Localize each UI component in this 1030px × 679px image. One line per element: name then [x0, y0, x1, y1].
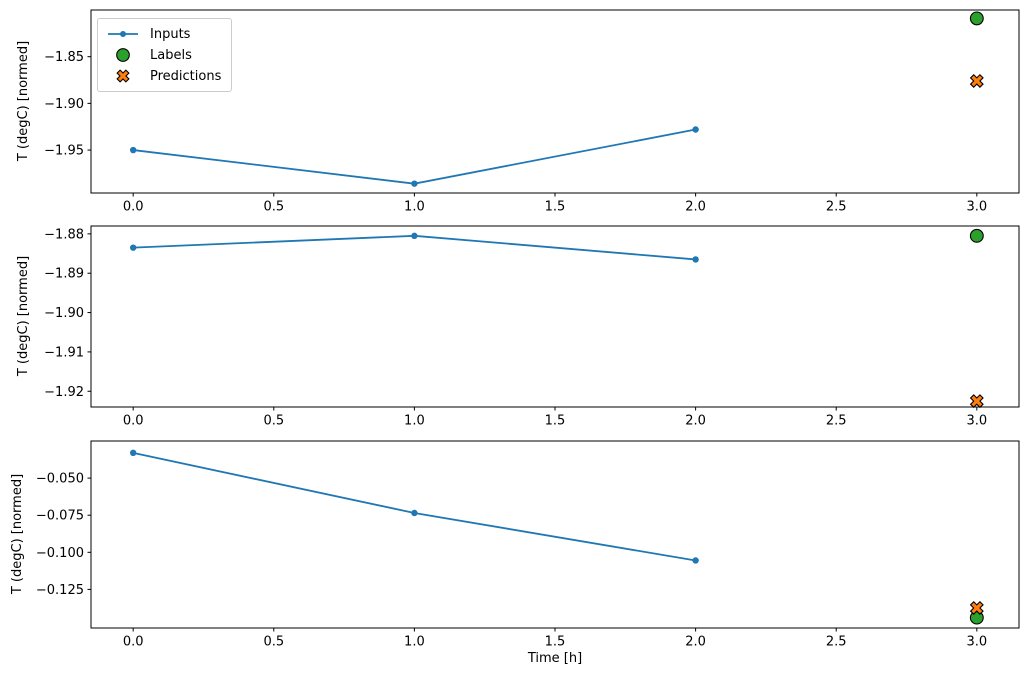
x-tick-label: 1.0 — [404, 635, 425, 650]
predictions-point-marker — [969, 394, 984, 409]
x-tick-label: 2.5 — [826, 200, 847, 215]
y-axis-label-top: T (degC) [normed] — [16, 40, 31, 162]
x-tick-label: 3.0 — [966, 414, 987, 429]
subplot-2: 0.0 0.5 1.0 1.5 2.0 2.5 3.0 −1.88 −1.89 −1.90 −1.9… — [44, 225, 1020, 429]
x-tick-label: 0.5 — [263, 414, 284, 429]
x-tick-label: 2.0 — [685, 635, 706, 650]
labels-point-marker — [969, 228, 984, 243]
x-tick-label: 2.5 — [826, 635, 847, 650]
x-tick-label: 1.5 — [545, 200, 566, 215]
legend-label-predictions: Predictions — [150, 68, 222, 84]
inputs-point-marker — [129, 146, 137, 154]
inputs-point-marker — [129, 449, 137, 457]
labels-point-marker — [969, 11, 984, 26]
y-tick-label: −1.88 — [44, 227, 84, 242]
x-tick-label: 1.0 — [404, 200, 425, 215]
legend-label-inputs: Inputs — [150, 26, 191, 42]
inputs-point-marker — [692, 256, 699, 263]
legend-row-predictions: Predictions — [106, 66, 221, 86]
y-tick-label: −1.90 — [44, 97, 84, 112]
legend-label-labels: Labels — [150, 47, 192, 63]
x-tick-label: 1.5 — [545, 414, 566, 429]
x-tick-label: 2.0 — [685, 200, 706, 215]
circle-icon — [106, 47, 140, 63]
inputs-line — [133, 234, 696, 261]
x-tick-label: 1.0 — [404, 414, 425, 429]
x-tick-label: 2.5 — [826, 414, 847, 429]
x-tick-label: 3.0 — [966, 200, 987, 215]
inputs-point-marker — [692, 557, 699, 564]
x-tick-label: 3.0 — [966, 635, 987, 650]
y-tick-label: −1.91 — [44, 345, 84, 360]
x-tick-label: 2.0 — [685, 414, 706, 429]
predictions-point-marker — [969, 600, 984, 615]
legend: Inputs Labels Predictions — [97, 18, 233, 92]
x-tick-label: 1.5 — [545, 635, 566, 650]
y-tick-label: −1.90 — [44, 306, 84, 321]
line-dot-icon — [106, 27, 140, 41]
y-tick-label: −1.89 — [44, 267, 84, 282]
x-tick-label: 0.0 — [123, 414, 144, 429]
subplot-3: 0.0 0.5 1.0 1.5 2.0 2.5 3.0 −0.050 −0.075 −0.100 −… — [36, 440, 1020, 650]
inputs-point-marker — [129, 244, 137, 251]
inputs-line — [133, 128, 696, 185]
predictions-point-marker — [969, 73, 984, 88]
subplot-1: 0.0 0.5 1.0 1.5 2.0 2.5 3.0 −1.85 −1.90 −1.95 — [44, 9, 1020, 215]
inputs-point-marker — [411, 180, 418, 187]
y-tick-label: −1.85 — [44, 50, 84, 65]
legend-row-labels: Labels — [106, 45, 221, 65]
x-tick-label: 0.0 — [123, 200, 144, 215]
x-axis-label: Time [h] — [527, 651, 583, 666]
x-tick-label: 0.5 — [263, 635, 284, 650]
y-axis-label-bottom: T (degC) [normed] — [10, 473, 25, 595]
inputs-point-marker — [692, 126, 699, 133]
y-tick-label: −0.125 — [36, 583, 84, 598]
y-tick-label: −0.075 — [36, 509, 84, 524]
axes-frame — [90, 440, 1020, 629]
y-tick-label: −0.050 — [36, 472, 84, 487]
x-icon — [106, 68, 140, 84]
inputs-point-marker — [411, 232, 418, 240]
y-tick-label: −1.92 — [44, 385, 84, 400]
inputs-point-marker — [411, 509, 418, 517]
x-tick-label: 0.5 — [263, 200, 284, 215]
y-tick-label: −1.95 — [44, 144, 84, 159]
x-tick-label: 0.0 — [123, 635, 144, 650]
axes-frame — [90, 225, 1020, 408]
y-tick-label: −0.100 — [36, 546, 84, 561]
inputs-line — [132, 451, 696, 562]
legend-row-inputs: Inputs — [106, 24, 221, 44]
y-axis-label-middle: T (degC) [normed] — [16, 255, 31, 377]
